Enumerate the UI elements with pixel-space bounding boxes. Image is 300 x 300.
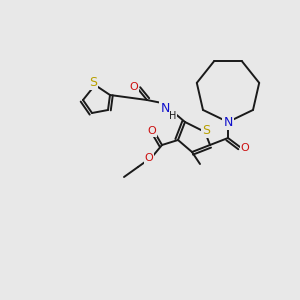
Text: O: O bbox=[241, 143, 249, 153]
Text: N: N bbox=[160, 101, 170, 115]
Text: O: O bbox=[145, 153, 153, 163]
Text: S: S bbox=[89, 76, 97, 88]
Text: N: N bbox=[223, 116, 233, 128]
Text: N: N bbox=[223, 116, 233, 128]
Text: H: H bbox=[169, 111, 177, 121]
Text: S: S bbox=[202, 124, 210, 136]
Text: O: O bbox=[148, 126, 156, 136]
Text: O: O bbox=[130, 82, 138, 92]
